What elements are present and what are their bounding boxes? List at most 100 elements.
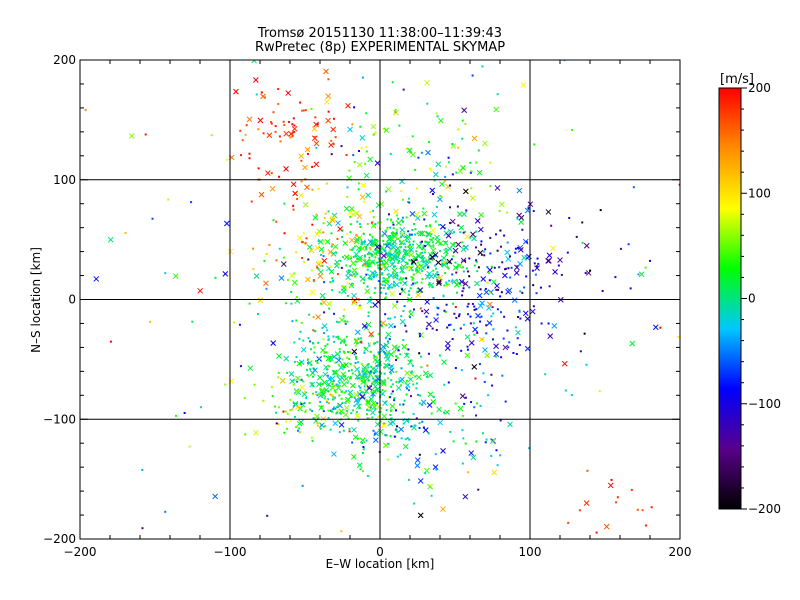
data-point-dot bbox=[348, 357, 351, 360]
data-point-dot bbox=[395, 255, 398, 258]
data-point-cross bbox=[460, 246, 467, 253]
data-point-dot bbox=[149, 320, 152, 323]
data-point-dot bbox=[468, 286, 471, 289]
data-point-dot bbox=[248, 157, 251, 160]
data-point-dot bbox=[164, 272, 167, 275]
data-point-dot bbox=[233, 321, 236, 324]
data-point-dot bbox=[380, 291, 383, 294]
data-point-dot bbox=[349, 351, 352, 354]
data-point-dot bbox=[225, 158, 228, 161]
data-point-dot bbox=[310, 382, 313, 385]
data-point-dot bbox=[540, 322, 543, 325]
data-point-dot bbox=[430, 169, 433, 172]
data-point-dot bbox=[416, 281, 419, 284]
data-point-dot bbox=[372, 133, 375, 136]
data-point-dot bbox=[411, 364, 414, 367]
data-point-cross bbox=[440, 506, 446, 512]
data-point-cross bbox=[304, 276, 311, 283]
data-point-dot bbox=[454, 261, 457, 264]
data-point-dot bbox=[284, 410, 287, 413]
data-point-dot bbox=[346, 356, 349, 359]
x-tick-label: −200 bbox=[64, 545, 97, 559]
data-point-dot bbox=[438, 354, 441, 357]
data-point-dot bbox=[401, 219, 404, 222]
data-point-dot bbox=[406, 262, 409, 265]
data-point-dot bbox=[323, 297, 326, 300]
data-point-dot bbox=[309, 348, 312, 351]
data-point-dot bbox=[616, 496, 619, 499]
data-point-dot bbox=[283, 123, 286, 126]
data-point-dot bbox=[456, 291, 459, 294]
data-point-dot bbox=[376, 244, 379, 247]
data-point-dot bbox=[399, 453, 402, 456]
data-point-cross bbox=[583, 500, 590, 506]
data-point-dot bbox=[407, 293, 410, 296]
data-point-dot bbox=[481, 65, 484, 68]
data-point-dot bbox=[307, 337, 310, 340]
data-point-dot bbox=[291, 408, 294, 411]
data-point-dot bbox=[363, 351, 366, 354]
data-point-dot bbox=[398, 403, 401, 406]
data-point-dot bbox=[503, 315, 506, 318]
data-point-dot bbox=[399, 353, 402, 356]
data-point-dot bbox=[359, 304, 362, 307]
data-point-dot bbox=[443, 284, 446, 287]
data-point-dot bbox=[410, 425, 413, 428]
data-point-dot bbox=[419, 252, 422, 255]
data-point-dot bbox=[372, 372, 375, 375]
data-point-dot bbox=[382, 127, 385, 130]
data-point-cross bbox=[452, 264, 459, 271]
data-point-cross bbox=[365, 398, 372, 405]
data-point-dot bbox=[347, 417, 350, 420]
data-point-dot bbox=[302, 339, 305, 342]
data-point-dot bbox=[508, 255, 511, 258]
data-point-dot bbox=[405, 379, 408, 382]
data-point-cross bbox=[437, 240, 444, 246]
data-point-dot bbox=[469, 171, 472, 174]
data-point-cross bbox=[388, 351, 394, 358]
data-point-dot bbox=[414, 168, 417, 171]
data-point-cross bbox=[439, 181, 445, 188]
data-point-dot bbox=[368, 417, 371, 420]
data-point-dot bbox=[365, 248, 368, 251]
data-point-dot bbox=[338, 394, 341, 397]
data-point-dot bbox=[332, 407, 335, 410]
data-point-dot bbox=[301, 109, 304, 112]
data-point-dot bbox=[391, 390, 394, 393]
data-point-dot bbox=[356, 220, 359, 223]
data-point-cross bbox=[484, 352, 491, 359]
data-point-cross bbox=[338, 408, 345, 415]
data-point-cross bbox=[494, 282, 500, 289]
data-point-dot bbox=[389, 413, 392, 416]
data-point-dot bbox=[299, 405, 302, 408]
data-point-dot bbox=[436, 313, 439, 316]
data-point-dot bbox=[426, 102, 429, 105]
data-point-dot bbox=[402, 411, 405, 414]
data-point-dot bbox=[346, 186, 349, 189]
data-point-dot bbox=[376, 402, 379, 405]
data-point-dot bbox=[361, 470, 364, 473]
data-point-dot bbox=[421, 251, 424, 254]
data-point-dot bbox=[327, 384, 330, 387]
data-point-dot bbox=[335, 320, 338, 323]
data-point-dot bbox=[317, 240, 320, 243]
data-point-dot bbox=[336, 409, 339, 412]
data-point-dot bbox=[188, 445, 191, 448]
data-point-cross bbox=[233, 88, 239, 95]
data-point-dot bbox=[383, 372, 386, 375]
data-point-dot bbox=[365, 150, 368, 153]
data-point-dot bbox=[373, 238, 376, 241]
data-point-cross bbox=[450, 242, 456, 248]
data-point-dot bbox=[266, 514, 269, 517]
data-point-cross bbox=[264, 170, 271, 176]
data-point-dot bbox=[462, 270, 465, 273]
data-point-cross bbox=[436, 280, 442, 287]
data-point-dot bbox=[286, 278, 289, 281]
data-point-dot bbox=[451, 143, 454, 146]
data-point-dot bbox=[432, 269, 435, 272]
data-point-dot bbox=[351, 283, 354, 286]
data-point-cross bbox=[435, 259, 442, 266]
data-point-dot bbox=[329, 393, 332, 396]
data-point-dot bbox=[324, 212, 327, 215]
data-point-dot bbox=[455, 271, 458, 274]
